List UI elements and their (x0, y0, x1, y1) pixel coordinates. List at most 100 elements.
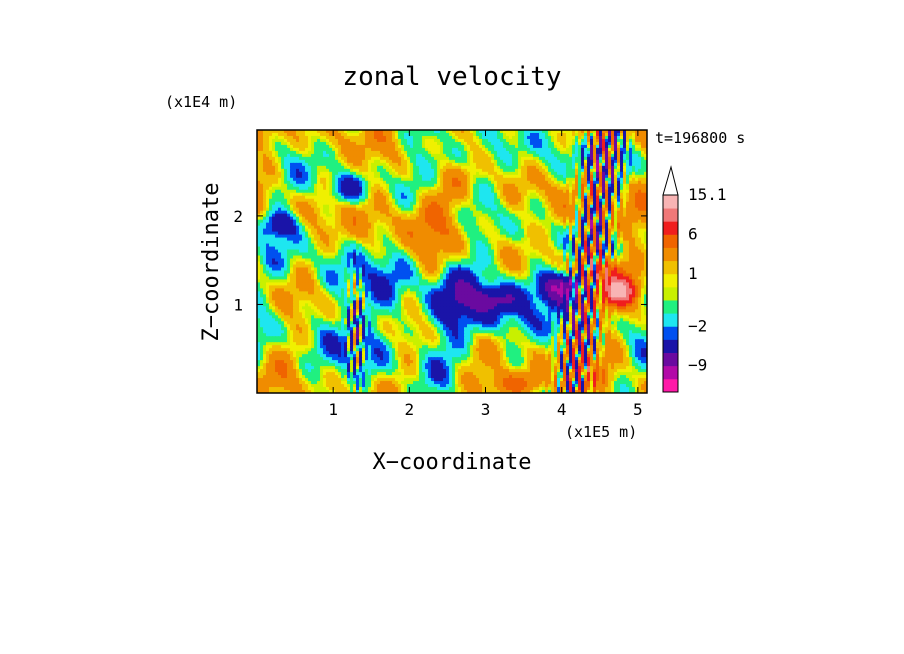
heatmap-cell (293, 130, 297, 134)
heatmap-cell (506, 153, 510, 158)
heatmap-cell (611, 222, 615, 227)
heatmap-cell (317, 159, 321, 164)
heatmap-cell (572, 234, 576, 239)
heatmap-cell (389, 159, 393, 164)
heatmap-cell (275, 147, 279, 152)
heatmap-cell (437, 204, 441, 209)
heatmap-cell (329, 195, 333, 200)
heatmap-cell (440, 147, 444, 152)
heatmap-cell (260, 174, 264, 179)
heatmap-cell (575, 135, 579, 140)
heatmap-cell (386, 222, 390, 227)
heatmap-cell (458, 213, 462, 218)
heatmap-cell (410, 243, 414, 248)
heatmap-cell (602, 222, 606, 227)
heatmap-cell (338, 153, 342, 158)
heatmap-cell (260, 231, 264, 236)
heatmap-cell (479, 135, 483, 140)
heatmap-cell (410, 135, 414, 140)
heatmap-cell (614, 210, 618, 215)
heatmap-cell (443, 228, 447, 233)
heatmap-cell (611, 213, 615, 218)
heatmap-cell (446, 228, 450, 233)
heatmap-cell (644, 234, 647, 239)
heatmap-cell (575, 240, 579, 245)
heatmap-cell (644, 183, 647, 188)
heatmap-cell (302, 183, 306, 188)
heatmap-cell (464, 225, 468, 230)
heatmap-cell (485, 201, 489, 206)
heatmap-cell (575, 177, 579, 182)
heatmap-cell (479, 132, 483, 137)
heatmap-cell (329, 201, 333, 206)
heatmap-cell (620, 231, 624, 236)
heatmap-cell (620, 192, 624, 197)
heatmap-cell (449, 225, 453, 230)
heatmap-cell (389, 243, 393, 248)
heatmap-cell (314, 138, 318, 143)
heatmap-cell (587, 147, 591, 152)
heatmap-cell (440, 174, 444, 179)
heatmap-cell (536, 207, 540, 212)
heatmap-cell (485, 195, 489, 200)
heatmap-cell (281, 171, 285, 176)
heatmap-cell (386, 168, 390, 173)
heatmap-cell (332, 201, 336, 206)
heatmap-cell (641, 219, 645, 224)
heatmap-cell (392, 198, 396, 203)
heatmap-cell (314, 204, 318, 209)
heatmap-cell (422, 234, 426, 239)
heatmap-cell (554, 141, 558, 146)
heatmap-cell (611, 144, 615, 149)
heatmap-cell (596, 225, 600, 230)
heatmap-cell (590, 147, 594, 152)
heatmap-cell (641, 144, 645, 149)
heatmap-cell (368, 159, 372, 164)
heatmap-cell (644, 130, 647, 134)
heatmap-cell (521, 210, 525, 215)
heatmap-cell (371, 135, 375, 140)
heatmap-cell (554, 222, 558, 227)
heatmap-cell (308, 135, 312, 140)
heatmap-cell (503, 165, 507, 170)
heatmap-cell (488, 192, 492, 197)
heatmap-cell (527, 171, 531, 176)
heatmap-cell (434, 165, 438, 170)
heatmap-cell (263, 195, 267, 200)
heatmap-cell (635, 132, 639, 137)
heatmap-cell (509, 171, 513, 176)
heatmap-cell (563, 192, 567, 197)
heatmap-cell (515, 147, 519, 152)
heatmap-cell (257, 198, 261, 203)
heatmap-cell (425, 180, 429, 185)
heatmap-cell (383, 189, 387, 194)
heatmap-cell (350, 198, 354, 203)
heatmap-cell (644, 132, 647, 137)
heatmap-cell (431, 210, 435, 215)
heatmap-cell (521, 159, 525, 164)
heatmap-cell (587, 186, 591, 191)
heatmap-cell (449, 222, 453, 227)
heatmap-cell (386, 153, 390, 158)
heatmap-cell (275, 219, 279, 224)
heatmap-cell (584, 130, 588, 134)
heatmap-cell (515, 213, 519, 218)
heatmap-cell (644, 237, 647, 242)
heatmap-cell (500, 216, 504, 221)
heatmap-cell (398, 174, 402, 179)
heatmap-cell (407, 198, 411, 203)
heatmap-cell (383, 135, 387, 140)
heatmap-cell (488, 177, 492, 182)
heatmap-cell (386, 210, 390, 215)
heatmap-cell (326, 186, 330, 191)
heatmap-cell (305, 237, 309, 242)
heatmap-cell (263, 150, 267, 155)
heatmap-cell (323, 156, 327, 161)
heatmap-cell (518, 219, 522, 224)
heatmap-cell (359, 186, 363, 191)
heatmap-cell (569, 138, 573, 143)
heatmap-cell (602, 183, 606, 188)
heatmap-cell (302, 234, 306, 239)
heatmap-cell (311, 219, 315, 224)
heatmap-cell (626, 174, 630, 179)
